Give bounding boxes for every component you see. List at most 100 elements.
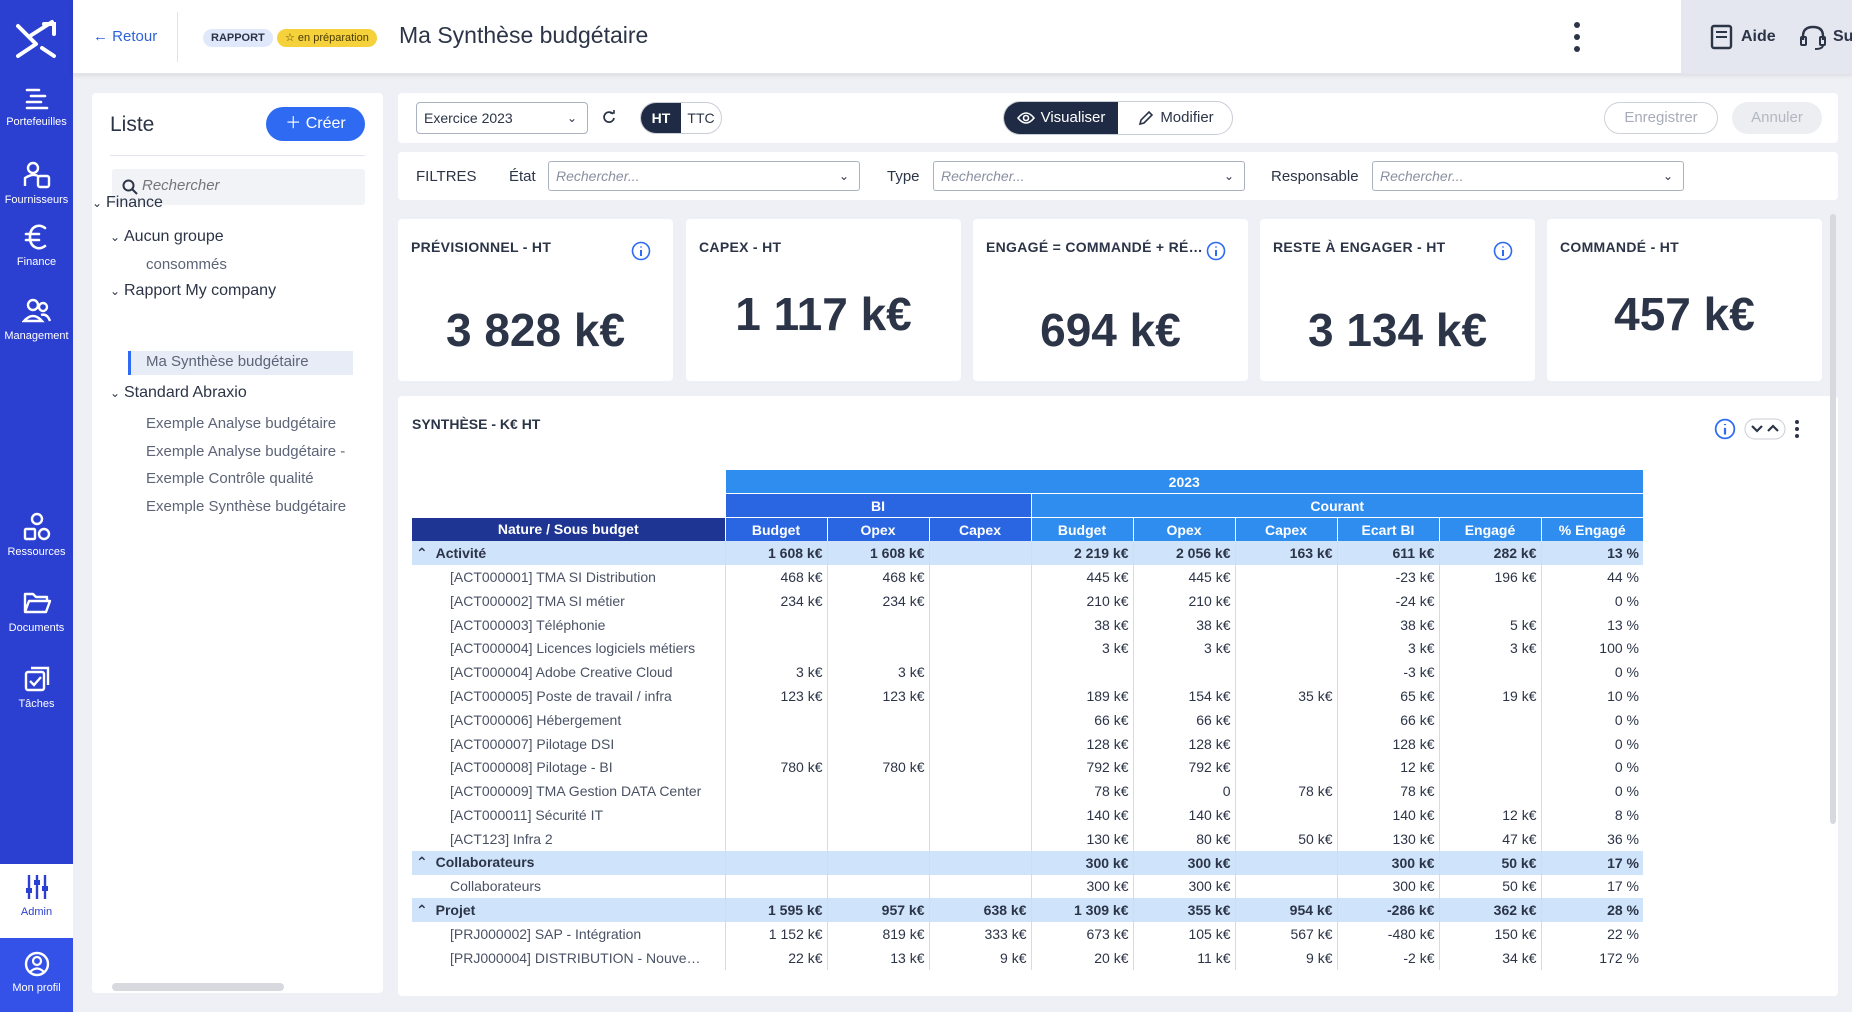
tree-item-group[interactable]: ⌄ Aucun groupe	[110, 228, 224, 246]
info-icon[interactable]	[1714, 418, 1736, 440]
nav-documents[interactable]: Documents	[0, 588, 73, 634]
ttc-button[interactable]: TTC	[687, 110, 715, 126]
group-row[interactable]: ⌃ Collaborateurs 300 k€ 300 k€ 300 k€ 50 k€ 1…	[412, 850, 1643, 875]
column-header[interactable]: Capex	[928, 517, 1031, 542]
table-row[interactable]: [PRJ000004] DISTRIBUTION - Nouve… 22 k€ 13…	[412, 945, 1643, 970]
value-cell: 0 %	[1540, 660, 1643, 685]
table-row[interactable]: [ACT000009] TMA Gestion DATA Center 78 k€…	[412, 779, 1643, 804]
table-row[interactable]: [ACT000007] Pilotage DSI 128 k€ 128 k€ 128 …	[412, 731, 1643, 756]
column-header[interactable]: Budget	[1030, 517, 1133, 542]
nav-taches[interactable]: Tâches	[0, 664, 73, 710]
owner-filter-select[interactable]: Rechercher... ⌄	[1372, 161, 1684, 191]
value-cell: 12 k€	[1438, 803, 1541, 827]
value-cell: 300 k€	[1030, 874, 1133, 899]
tasks-icon	[24, 666, 49, 692]
group-row[interactable]: ⌃ Activité 1 608 k€ 1 608 k€ 2 219 k€ 2 056 …	[412, 541, 1643, 566]
nav-profile-item[interactable]: Mon profil	[0, 950, 73, 994]
value-cell: 282 k€	[1438, 541, 1541, 566]
list-search[interactable]	[112, 169, 365, 205]
refresh-icon[interactable]	[602, 110, 616, 124]
view-button[interactable]: Visualiser	[1004, 102, 1118, 134]
nav-management[interactable]: Management	[0, 296, 73, 342]
column-header[interactable]: % Engagé	[1540, 517, 1643, 542]
vertical-scrollbar[interactable]	[1830, 214, 1836, 824]
edit-button[interactable]: Modifier	[1118, 102, 1232, 134]
nav-profile[interactable]: Mon profil	[0, 938, 73, 1012]
tree-item-report[interactable]: Exemple Contrôle qualité	[146, 470, 314, 487]
table-row[interactable]: [ACT000003] Téléphonie 38 k€ 38 k€ 38 k€ 5 k…	[412, 612, 1643, 637]
create-button[interactable]: ＋ Créer	[266, 107, 365, 141]
chevron-down-icon: ⌄	[1223, 169, 1234, 183]
app-logo[interactable]	[14, 18, 58, 60]
table-row[interactable]: [ACT000005] Poste de travail / infra 123 …	[412, 684, 1643, 708]
tree-item-group[interactable]: ⌄ Standard Abraxio	[110, 384, 247, 402]
type-filter-select[interactable]: Rechercher... ⌄	[933, 161, 1245, 191]
value-cell: 78 k€	[1234, 779, 1337, 804]
table-row[interactable]: [ACT000011] Sécurité IT 140 k€ 140 k€ 140 k…	[412, 803, 1643, 827]
value-cell	[826, 636, 929, 661]
table-row[interactable]: [ACT000001] TMA SI Distribution 468 k€ 468…	[412, 565, 1643, 589]
value-cell	[826, 850, 929, 875]
horizontal-scrollbar[interactable]	[112, 983, 284, 991]
nav-finance[interactable]: Finance	[0, 222, 73, 268]
row-name-cell: [ACT000002] TMA SI métier	[450, 592, 625, 609]
column-header[interactable]: Engagé	[1438, 517, 1541, 542]
search-input[interactable]	[142, 177, 352, 194]
group-row[interactable]: ⌃ Projet 1 595 k€ 957 k€ 638 k€ 1 309 k€ 355 …	[412, 898, 1643, 923]
info-icon[interactable]	[1206, 241, 1226, 261]
value-cell: 50 k€	[1234, 826, 1337, 851]
table-row[interactable]: [ACT000006] Hébergement 66 k€ 66 k€ 66 k€ 0 …	[412, 707, 1643, 732]
nav-fournisseurs[interactable]: Fournisseurs	[0, 160, 73, 206]
table-row[interactable]: Collaborateurs 300 k€ 300 k€ 300 k€ 50 k€ 17 …	[412, 874, 1643, 899]
chevron-up-icon[interactable]: ⌃	[416, 854, 432, 871]
tree-item-report[interactable]: Exemple Synthèse budgétaire	[146, 498, 346, 515]
more-vertical-icon[interactable]	[1569, 20, 1585, 54]
info-icon[interactable]	[631, 241, 651, 261]
expand-collapse-icon[interactable]	[1744, 418, 1786, 440]
cancel-button[interactable]: Annuler	[1732, 102, 1822, 134]
more-vertical-icon[interactable]	[1794, 419, 1800, 439]
table-row[interactable]: [ACT123] Infra 2 130 k€ 80 k€ 50 k€ 130 k€ 47…	[412, 826, 1643, 851]
chevron-up-icon[interactable]: ⌃	[416, 901, 432, 918]
state-filter-select[interactable]: Rechercher... ⌄	[548, 161, 860, 191]
ht-button[interactable]: HT	[641, 103, 681, 133]
toolbar: Exercice 2023 ⌄ HT TTC Visualiser Modifi…	[398, 93, 1838, 143]
value-cell: 3 k€	[1030, 636, 1133, 661]
table-row[interactable]: [PRJ000002] SAP - Intégration 1 152 k€ 819…	[412, 922, 1643, 946]
column-header[interactable]: Capex	[1234, 517, 1337, 542]
tree-item-report[interactable]: Exemple Analyse budgétaire -	[146, 443, 345, 460]
row-name-cell: [ACT000004] Licences logiciels métiers	[450, 640, 696, 657]
nav-admin[interactable]: Admin	[0, 872, 73, 918]
table-row[interactable]: [ACT000008] Pilotage - BI 780 k€ 780 k€ 792…	[412, 755, 1643, 780]
value-cell: 362 k€	[1438, 898, 1541, 923]
support-button[interactable]: Support	[1799, 24, 1852, 50]
help-button[interactable]: Aide	[1709, 24, 1776, 50]
column-header[interactable]: Opex	[1132, 517, 1235, 542]
column-header[interactable]: Ecart BI	[1336, 517, 1439, 542]
nav-portefeuilles[interactable]: Portefeuilles	[0, 84, 73, 128]
save-button[interactable]: Enregistrer	[1604, 102, 1718, 134]
filters-label: FILTRES	[416, 168, 477, 185]
tree-item-report[interactable]: Exemple Analyse budgétaire	[146, 415, 336, 432]
tree-item-report[interactable]: consommés	[146, 256, 227, 273]
table-row[interactable]: [ACT000004] Licences logiciels métiers 3 …	[412, 636, 1643, 661]
tree-item-finance[interactable]: ⌄ Finance	[92, 194, 163, 212]
chevron-up-icon[interactable]: ⌃	[416, 544, 432, 561]
info-icon[interactable]	[1493, 241, 1513, 261]
courant-group-header: Courant	[1030, 493, 1643, 518]
exercise-select[interactable]: Exercice 2023 ⌄	[416, 102, 588, 134]
column-header[interactable]: Opex	[826, 517, 929, 542]
tree-item-report-selected[interactable]: Ma Synthèse budgétaire	[146, 353, 309, 370]
value-cell: 128 k€	[1336, 731, 1439, 756]
empty-cell	[412, 470, 725, 494]
value-cell	[928, 612, 1031, 637]
back-link[interactable]: ← Retour	[93, 28, 157, 45]
column-header[interactable]: Budget	[724, 517, 827, 542]
table-row[interactable]: [ACT000002] TMA SI métier 234 k€ 234 k€ 210…	[412, 588, 1643, 613]
table-row[interactable]: [ACT000004] Adobe Creative Cloud 3 k€ 3 k€…	[412, 660, 1643, 685]
column-header-nature[interactable]: Nature / Sous budget	[412, 517, 725, 542]
tree-item-group[interactable]: ⌄ Rapport My company	[110, 282, 276, 300]
chevron-down-icon: ⌄	[110, 284, 121, 298]
mode-toggle: Visualiser Modifier	[1003, 101, 1233, 135]
nav-ressources[interactable]: Ressources	[0, 512, 73, 558]
